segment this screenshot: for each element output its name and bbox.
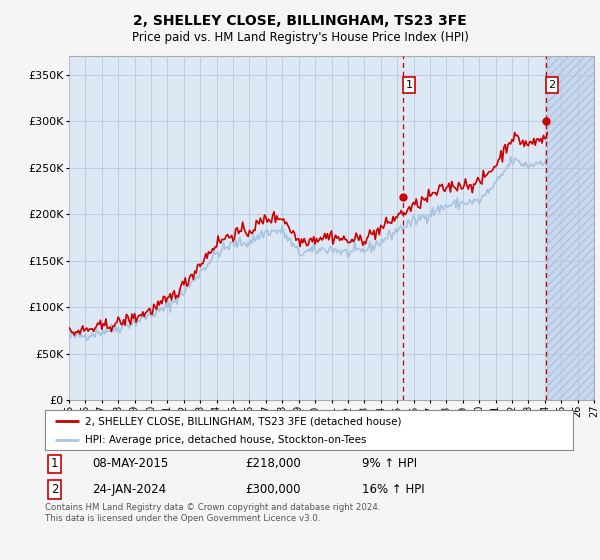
Text: 2, SHELLEY CLOSE, BILLINGHAM, TS23 3FE: 2, SHELLEY CLOSE, BILLINGHAM, TS23 3FE [133, 14, 467, 28]
Bar [547, 56, 594, 400]
Text: Contains HM Land Registry data © Crown copyright and database right 2024.
This d: Contains HM Land Registry data © Crown c… [45, 503, 380, 523]
Text: 1: 1 [51, 458, 58, 470]
Text: HPI: Average price, detached house, Stockton-on-Tees: HPI: Average price, detached house, Stoc… [85, 435, 366, 445]
Text: 2, SHELLEY CLOSE, BILLINGHAM, TS23 3FE (detached house): 2, SHELLEY CLOSE, BILLINGHAM, TS23 3FE (… [85, 416, 401, 426]
Text: Price paid vs. HM Land Registry's House Price Index (HPI): Price paid vs. HM Land Registry's House … [131, 31, 469, 44]
Text: 16% ↑ HPI: 16% ↑ HPI [362, 483, 424, 496]
Text: 9% ↑ HPI: 9% ↑ HPI [362, 458, 417, 470]
Text: £300,000: £300,000 [245, 483, 301, 496]
Text: 1: 1 [406, 80, 412, 90]
Text: 2: 2 [51, 483, 58, 496]
Text: 24-JAN-2024: 24-JAN-2024 [92, 483, 167, 496]
Text: £218,000: £218,000 [245, 458, 301, 470]
Text: 2: 2 [548, 80, 556, 90]
Bar [547, 56, 594, 400]
Text: 08-MAY-2015: 08-MAY-2015 [92, 458, 169, 470]
